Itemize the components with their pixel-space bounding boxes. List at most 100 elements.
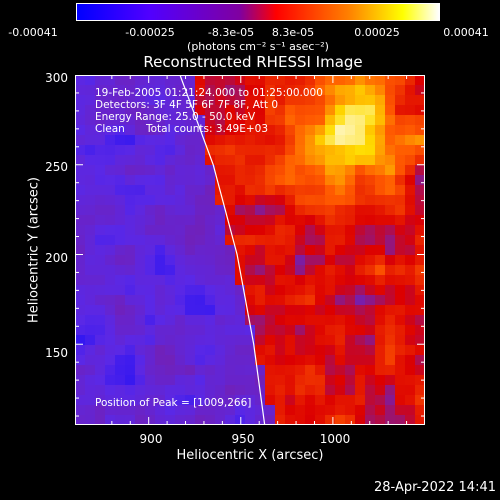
heatmap-cell	[75, 415, 86, 425]
heatmap-cell	[165, 375, 176, 386]
heatmap-cell	[375, 135, 386, 146]
heatmap-cell	[355, 385, 366, 396]
heatmap-cell	[175, 375, 186, 386]
heatmap-cell	[165, 115, 176, 126]
heatmap-cell	[85, 185, 96, 196]
heatmap-cell	[415, 85, 425, 96]
heatmap-cell	[95, 255, 106, 266]
heatmap-cell	[355, 165, 366, 176]
heatmap-cell	[145, 315, 156, 326]
heatmap-cell	[195, 225, 206, 236]
heatmap-cell	[125, 185, 136, 196]
heatmap-cell	[265, 215, 276, 226]
heatmap-cell	[145, 305, 156, 316]
heatmap-cell	[255, 335, 266, 346]
heatmap-cell	[325, 195, 336, 206]
heatmap-cell	[205, 195, 216, 206]
heatmap-cell	[415, 245, 425, 256]
heatmap-cell	[85, 105, 96, 116]
heatmap-cell	[295, 355, 306, 366]
heatmap-cell	[245, 115, 256, 126]
heatmap-cell	[405, 355, 416, 366]
heatmap-cell	[95, 235, 106, 246]
heatmap-cell	[305, 305, 316, 316]
heatmap-cell	[285, 135, 296, 146]
heatmap-cell	[235, 365, 246, 376]
heatmap-cell	[415, 305, 425, 316]
heatmap-cell	[85, 315, 96, 326]
heatmap-cell	[295, 115, 306, 126]
heatmap-cell	[155, 325, 166, 336]
heatmap-cell	[395, 355, 406, 366]
heatmap-cell	[125, 355, 136, 366]
heatmap-cell	[345, 135, 356, 146]
heatmap-cell	[235, 95, 246, 106]
heatmap-cell	[395, 235, 406, 246]
heatmap-cell	[345, 275, 356, 286]
heatmap-cell	[145, 105, 156, 116]
heatmap-cell	[165, 135, 176, 146]
heatmap-cell	[245, 135, 256, 146]
heatmap-cell	[415, 345, 425, 356]
heatmap-cell	[305, 145, 316, 156]
heatmap-cell	[355, 415, 366, 425]
heatmap-cell	[215, 315, 226, 326]
heatmap-cell	[285, 295, 296, 306]
heatmap-cell	[75, 215, 86, 226]
heatmap-cell	[95, 355, 106, 366]
heatmap-cell	[225, 145, 236, 156]
heatmap-cell	[375, 375, 386, 386]
heatmap-cell	[225, 95, 236, 106]
heatmap-cell	[85, 265, 96, 276]
heatmap-cell	[105, 205, 116, 216]
heatmap-cell	[415, 375, 425, 386]
heatmap-cell	[155, 165, 166, 176]
heatmap-cell	[385, 315, 396, 326]
heatmap-cells	[75, 75, 425, 425]
heatmap-cell	[165, 335, 176, 346]
heatmap-cell	[185, 175, 196, 186]
heatmap-cell	[335, 305, 346, 316]
heatmap-cell	[235, 315, 246, 326]
heatmap-cell	[405, 85, 416, 96]
heatmap-cell	[285, 365, 296, 376]
heatmap-cell	[235, 395, 246, 406]
heatmap-cell	[255, 175, 266, 186]
heatmap-cell	[315, 395, 326, 406]
heatmap-cell	[355, 285, 366, 296]
heatmap-cell	[115, 395, 126, 406]
heatmap-cell	[185, 85, 196, 96]
heatmap-cell	[265, 405, 276, 416]
heatmap-cell	[115, 305, 126, 316]
heatmap-cell	[395, 155, 406, 166]
heatmap-cell	[285, 395, 296, 406]
heatmap-cell	[325, 125, 336, 136]
heatmap-cell	[155, 255, 166, 266]
heatmap-cell	[245, 295, 256, 306]
heatmap-cell	[235, 115, 246, 126]
heatmap-cell	[165, 355, 176, 366]
heatmap-cell	[305, 375, 316, 386]
heatmap-cell	[265, 355, 276, 366]
heatmap-cell	[245, 305, 256, 316]
heatmap-cell	[325, 145, 336, 156]
heatmap-cell	[155, 85, 166, 96]
heatmap-cell	[325, 225, 336, 236]
heatmap-cell	[315, 155, 326, 166]
heatmap-cell	[215, 135, 226, 146]
heatmap-cell	[295, 255, 306, 266]
heatmap-cell	[325, 155, 336, 166]
heatmap-cell	[305, 405, 316, 416]
heatmap-cell	[375, 95, 386, 106]
colorbar-unit-label: (photons cm⁻² s⁻¹ asec⁻²)	[187, 40, 329, 53]
heatmap-cell	[205, 385, 216, 396]
heatmap-cell	[155, 75, 166, 86]
heatmap-cell	[365, 105, 376, 116]
heatmap-cell	[325, 365, 336, 376]
heatmap-cell	[405, 135, 416, 146]
heatmap-cell	[145, 135, 156, 146]
heatmap-cell	[105, 295, 116, 306]
heatmap-cell	[305, 105, 316, 116]
heatmap-cell	[125, 105, 136, 116]
colorbar-tick-label: -0.00041	[8, 26, 58, 39]
